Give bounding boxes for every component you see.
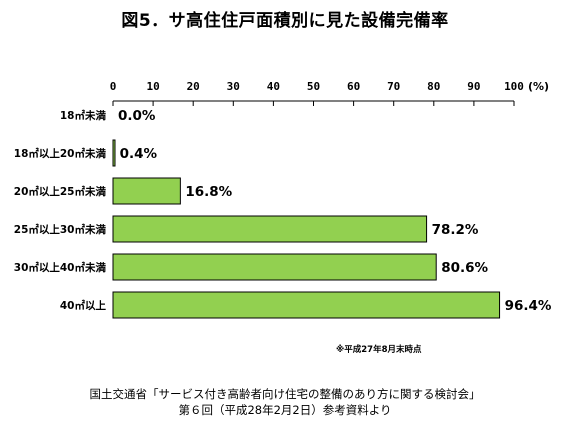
- bar: [112, 291, 501, 319]
- category-label: 18㎡未満: [60, 109, 107, 122]
- data-label: 0.4%: [120, 146, 158, 162]
- x-tick-label: 0: [110, 80, 117, 93]
- bar: [112, 253, 437, 281]
- category-label: 18㎡以上20㎡未満: [14, 147, 107, 160]
- chart-title: 図5．サ高住住戸面積別に見た設備完備率: [121, 11, 449, 31]
- data-label: 78.2%: [432, 222, 479, 238]
- data-label: 16.8%: [185, 184, 232, 200]
- bar: [112, 177, 181, 205]
- bar: [112, 215, 428, 243]
- x-tick-label: 50: [307, 80, 320, 93]
- category-label: 25㎡以上30㎡未満: [14, 223, 107, 236]
- x-tick-label: 90: [467, 80, 480, 93]
- x-tick-label: 30: [227, 80, 240, 93]
- x-tick-label: 100: [504, 80, 524, 93]
- category-label: 40㎡以上: [60, 299, 107, 312]
- x-tick-label: 40: [267, 80, 280, 93]
- category-label: 30㎡以上40㎡未満: [14, 261, 107, 274]
- category-label: 20㎡以上25㎡未満: [14, 185, 107, 198]
- x-tick-label: 10: [146, 80, 159, 93]
- data-label: 80.6%: [441, 260, 488, 276]
- x-tick-label: 60: [347, 80, 360, 93]
- source-line-2: 第６回（平成28年2月2日）参考資料より: [178, 403, 392, 417]
- x-tick-label: 80: [427, 80, 440, 93]
- data-label: 0.0%: [118, 108, 156, 124]
- date-note: ※平成27年8月末時点: [336, 345, 422, 355]
- bar: [112, 139, 116, 167]
- data-label: 96.4%: [505, 298, 552, 314]
- x-tick-label: 20: [187, 80, 200, 93]
- source-line-1: 国土交通省「サービス付き高齢者向け住宅の整備のあり方に関する検討会」: [89, 387, 481, 401]
- x-tick-label: 70: [387, 80, 400, 93]
- source-citation: 国土交通省「サービス付き高齢者向け住宅の整備のあり方に関する検討会」 第６回（平…: [0, 386, 570, 418]
- x-unit-label: (%): [528, 80, 549, 93]
